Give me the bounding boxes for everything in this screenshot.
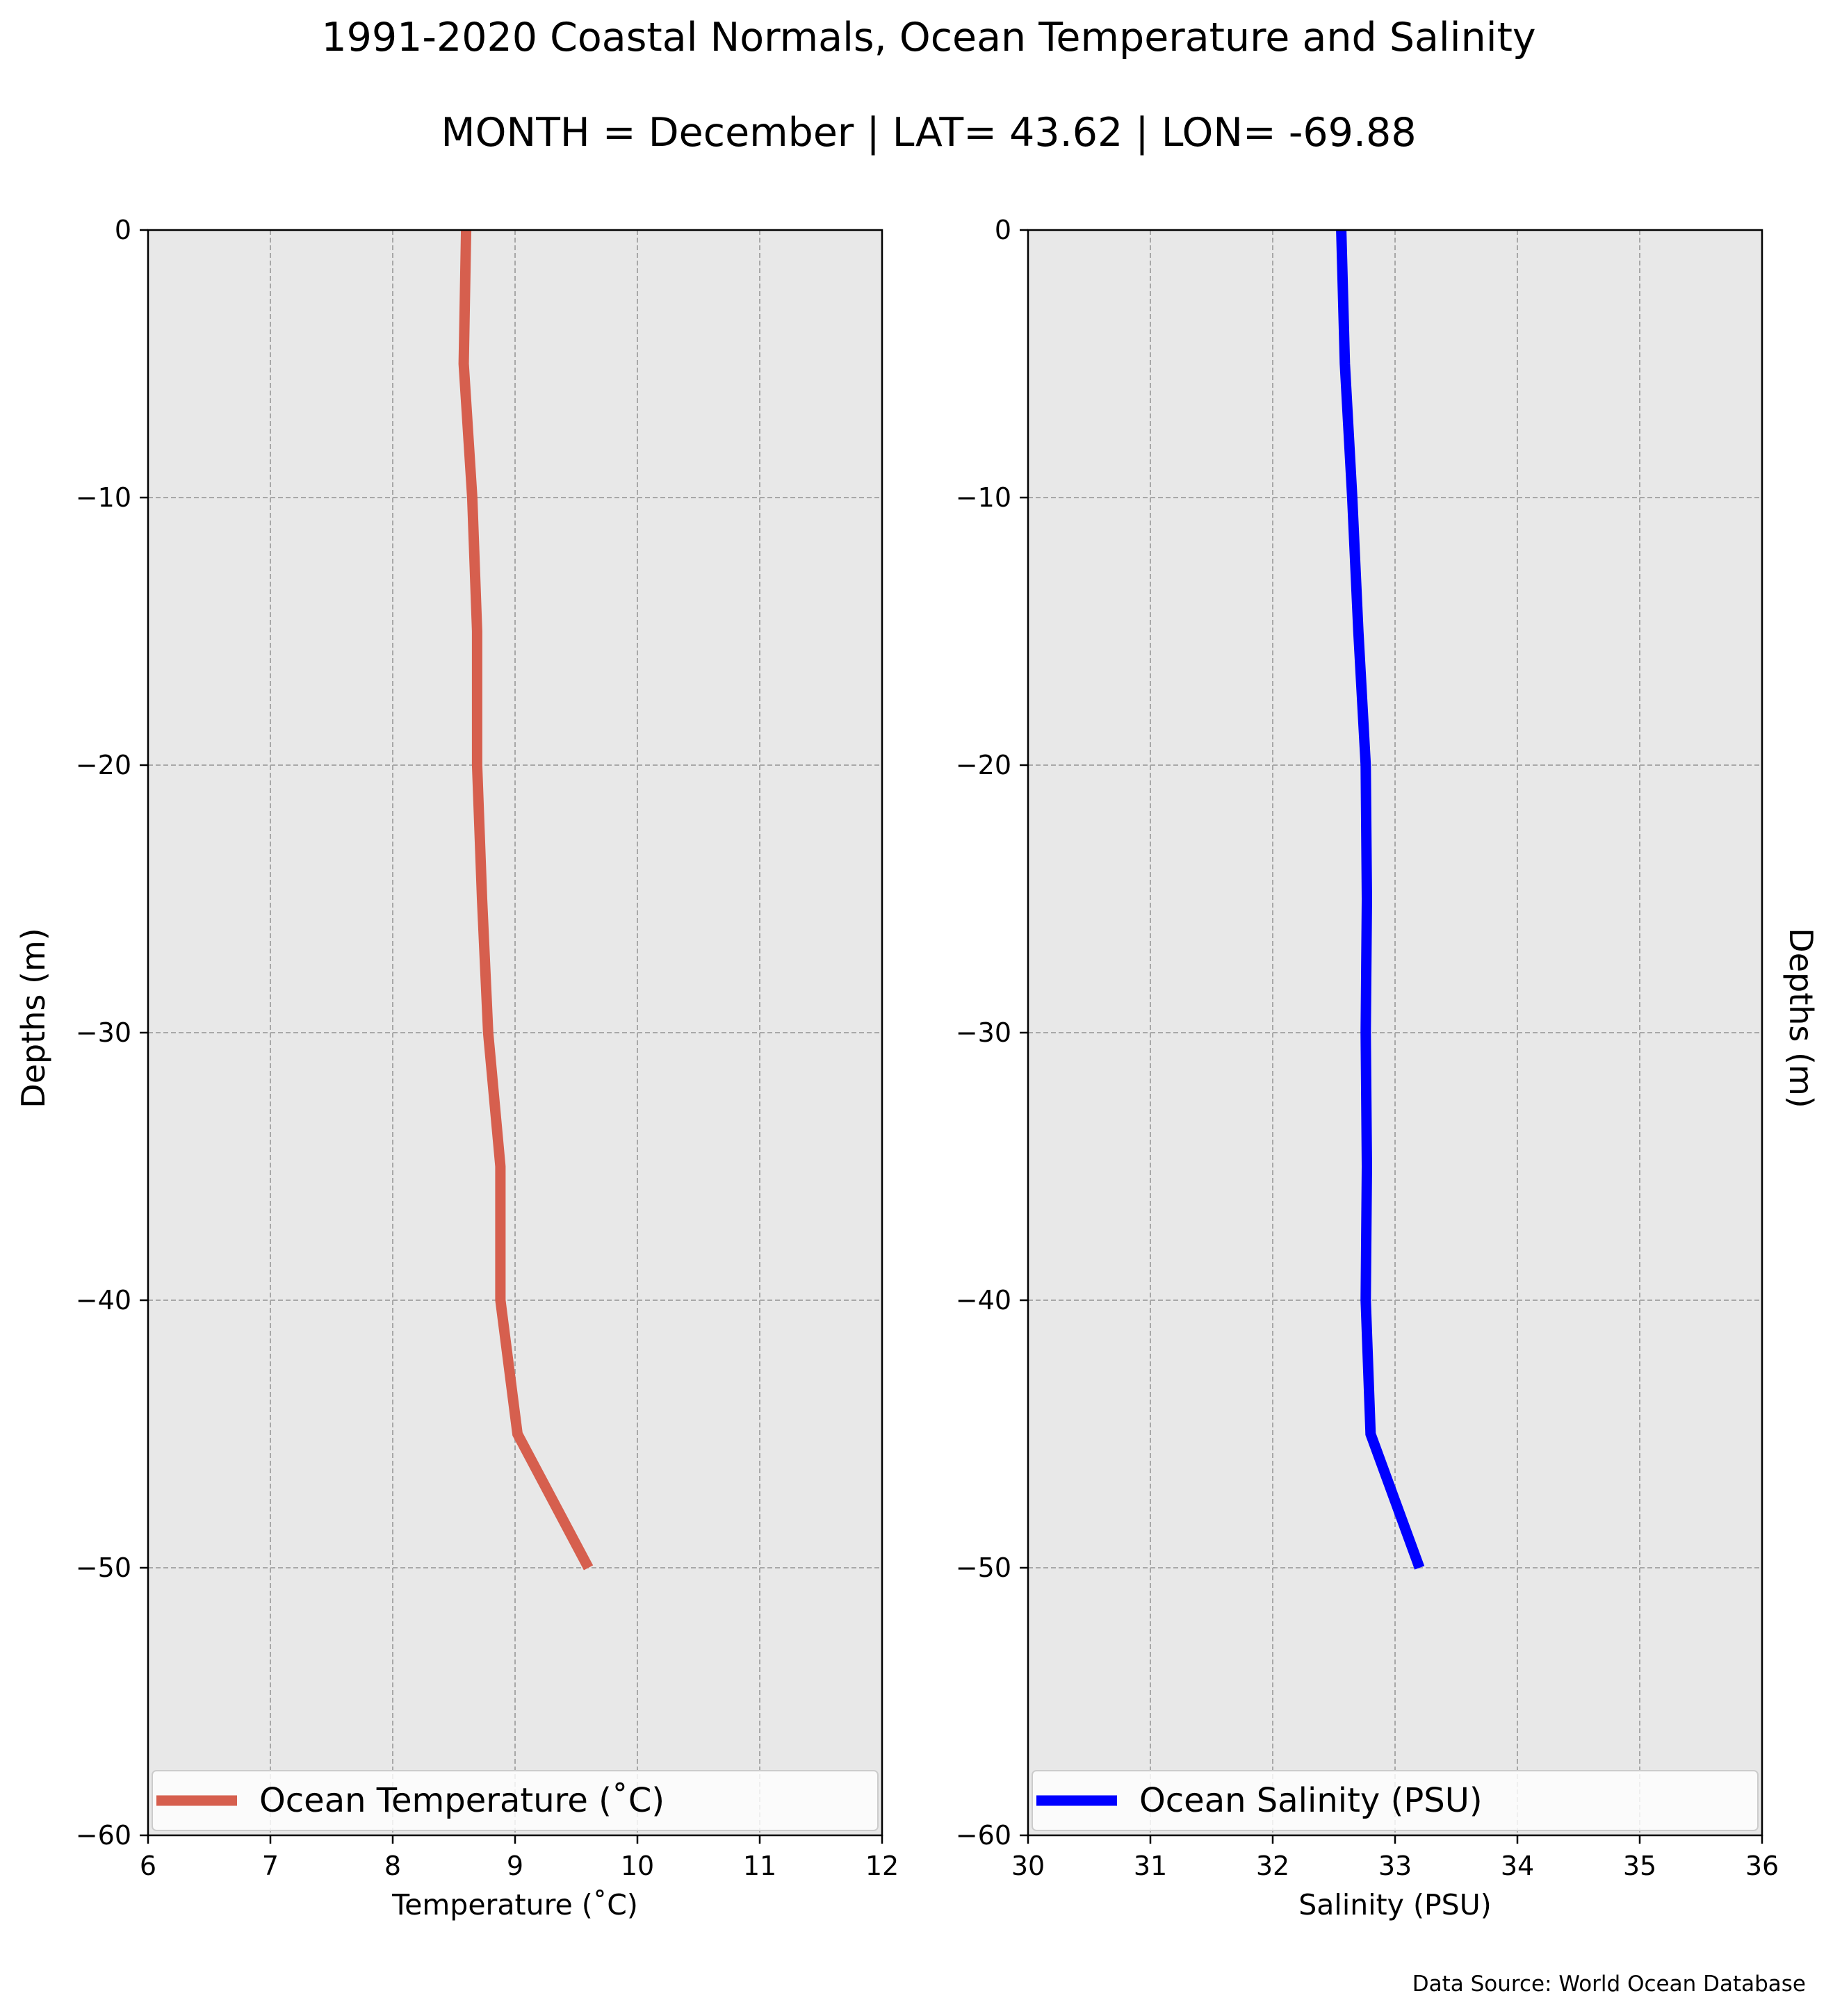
salinity-x-tick-label: 34 xyxy=(1501,1851,1534,1881)
temperature-y-tick-label: 0 xyxy=(115,215,131,245)
temperature-x-axis-label: Temperature (˚C) xyxy=(391,1888,638,1921)
temperature-x-tick-label: 7 xyxy=(262,1851,279,1881)
temperature-y-tick-label: −50 xyxy=(76,1552,131,1583)
salinity-series-line xyxy=(1336,229,1425,1570)
salinity-x-tick-label: 35 xyxy=(1623,1851,1656,1881)
temperature-y-tick-label: −40 xyxy=(76,1285,131,1316)
salinity-y-tick-label: −30 xyxy=(956,1017,1011,1048)
salinity-x-tick-label: 36 xyxy=(1745,1851,1779,1881)
temperature-series-line xyxy=(458,229,594,1571)
salinity-legend-box xyxy=(1032,1770,1759,1831)
data-source-note: Data Source: World Ocean Database xyxy=(1412,1972,1806,1997)
salinity-x-tick-label: 32 xyxy=(1256,1851,1289,1881)
salinity-legend-label: Ocean Salinity (PSU) xyxy=(1139,1781,1483,1820)
salinity-y-tick-label: 0 xyxy=(995,215,1011,245)
chart-title: 1991-2020 Coastal Normals, Ocean Tempera… xyxy=(321,15,1535,60)
temperature-y-tick-label: −10 xyxy=(76,482,131,513)
temperature-x-tick-label: 10 xyxy=(621,1851,654,1881)
salinity-y-tick-label: −20 xyxy=(956,750,1011,780)
temperature-legend-label: Ocean Temperature (˚C) xyxy=(259,1781,665,1820)
temperature-x-tick-label: 8 xyxy=(384,1851,401,1881)
temperature-x-tick-label: 11 xyxy=(743,1851,776,1881)
salinity-x-tick-label: 33 xyxy=(1378,1851,1412,1881)
temperature-y-tick-label: −30 xyxy=(76,1017,131,1048)
salinity-y-tick-label: −60 xyxy=(956,1820,1011,1851)
temperature-x-tick-label: 6 xyxy=(140,1851,156,1881)
temperature-x-tick-label: 12 xyxy=(865,1851,899,1881)
temperature-x-tick-label: 9 xyxy=(507,1851,523,1881)
salinity-y-tick-label: −40 xyxy=(956,1285,1011,1316)
temperature-legend: Ocean Temperature (˚C) xyxy=(152,1770,879,1831)
depth-axis-label-left: Depths (m) xyxy=(15,928,52,1108)
salinity-legend: Ocean Salinity (PSU) xyxy=(1032,1770,1759,1831)
chart-subtitle: MONTH = December | LAT= 43.62 | LON= -69… xyxy=(441,110,1416,156)
salinity-panel: Ocean Salinity (PSU) 30 31 32 33 34 35 36 0 −10 −2… xyxy=(956,215,1779,1921)
salinity-y-tick-label: −50 xyxy=(956,1552,1011,1583)
temperature-y-tick-label: −20 xyxy=(76,750,131,780)
salinity-x-tick-label: 30 xyxy=(1011,1851,1045,1881)
temperature-y-tick-label: −60 xyxy=(76,1820,131,1851)
depth-axis-label-right: Depths (m) xyxy=(1782,928,1820,1108)
salinity-x-axis-label: Salinity (PSU) xyxy=(1298,1888,1491,1921)
temperature-panel: Ocean Temperature (˚C) 6 7 8 9 10 11 12 0 −10 −20 −… xyxy=(76,215,899,1921)
temperature-legend-box xyxy=(152,1770,879,1831)
salinity-x-tick-label: 31 xyxy=(1134,1851,1167,1881)
salinity-y-tick-label: −10 xyxy=(956,482,1011,513)
